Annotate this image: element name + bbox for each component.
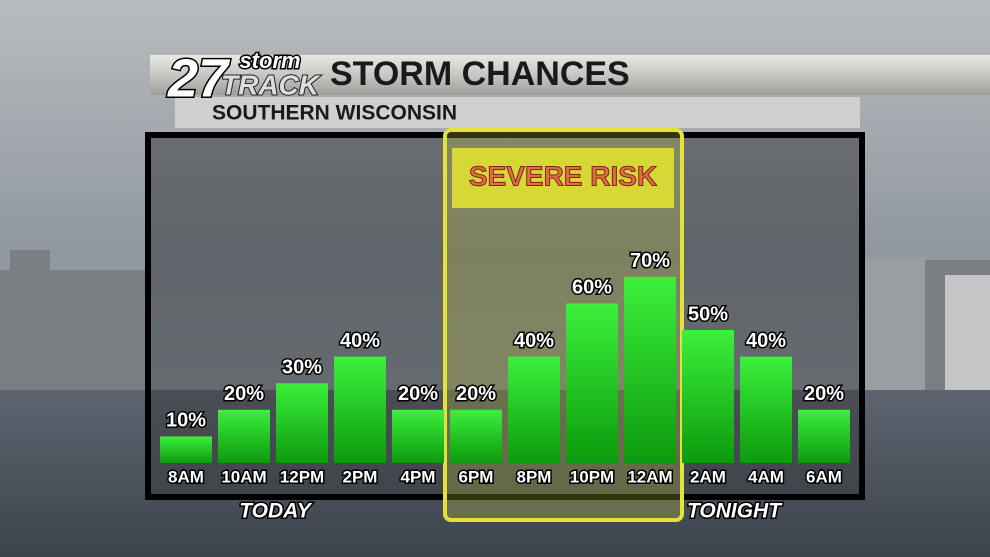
today-label: TODAY [239,500,313,523]
bar [334,356,386,463]
x-tick-label: 6AM [806,467,842,486]
x-tick-label: 4AM [748,467,784,486]
chart-title: STORM CHANCES [330,55,630,93]
logo-top: storm [239,48,300,73]
tonight-label: TONIGHT [687,500,783,523]
value-label: 20% [224,383,264,405]
value-label: 30% [282,356,322,378]
subtitle-band [175,97,860,128]
x-tick-label: 2AM [690,467,726,486]
chart-subtitle: SOUTHERN WISCONSIN [212,102,457,125]
x-tick-label: 6PM [459,467,494,486]
value-label: 10% [166,410,206,432]
bar [566,303,618,463]
x-tick-label: 12AM [627,467,672,486]
value-label: 20% [398,383,438,405]
x-tick-label: 2PM [343,467,378,486]
value-label: 20% [456,383,496,405]
value-label: 70% [630,250,670,272]
bar [392,409,444,463]
bar [682,330,734,463]
bar [624,276,676,463]
value-label: 40% [746,330,786,352]
severe-label: SEVERE RISK [469,160,657,191]
value-label: 40% [514,330,554,352]
x-tick-label: 8AM [168,467,204,486]
bar [450,409,502,463]
city-skyline [0,250,990,390]
bar [160,436,212,463]
value-label: 40% [340,330,380,352]
x-tick-label: 12PM [280,467,324,486]
title-band [150,55,990,95]
x-tick-label: 10PM [570,467,614,486]
bar [218,409,270,463]
x-tick-label: 10AM [221,467,266,486]
bar [740,356,792,463]
value-label: 20% [804,383,844,405]
x-tick-label: 4PM [401,467,436,486]
severe-label-box [452,148,674,208]
x-tick-label: 8PM [517,467,552,486]
logo-number: 27 [167,48,231,108]
bar [798,409,850,463]
logo-bottom: TRACK [221,69,321,100]
value-label: 50% [688,303,728,325]
value-label: 60% [572,277,612,299]
bar [276,383,328,463]
bar [508,356,560,463]
severe-highlight [443,128,684,522]
